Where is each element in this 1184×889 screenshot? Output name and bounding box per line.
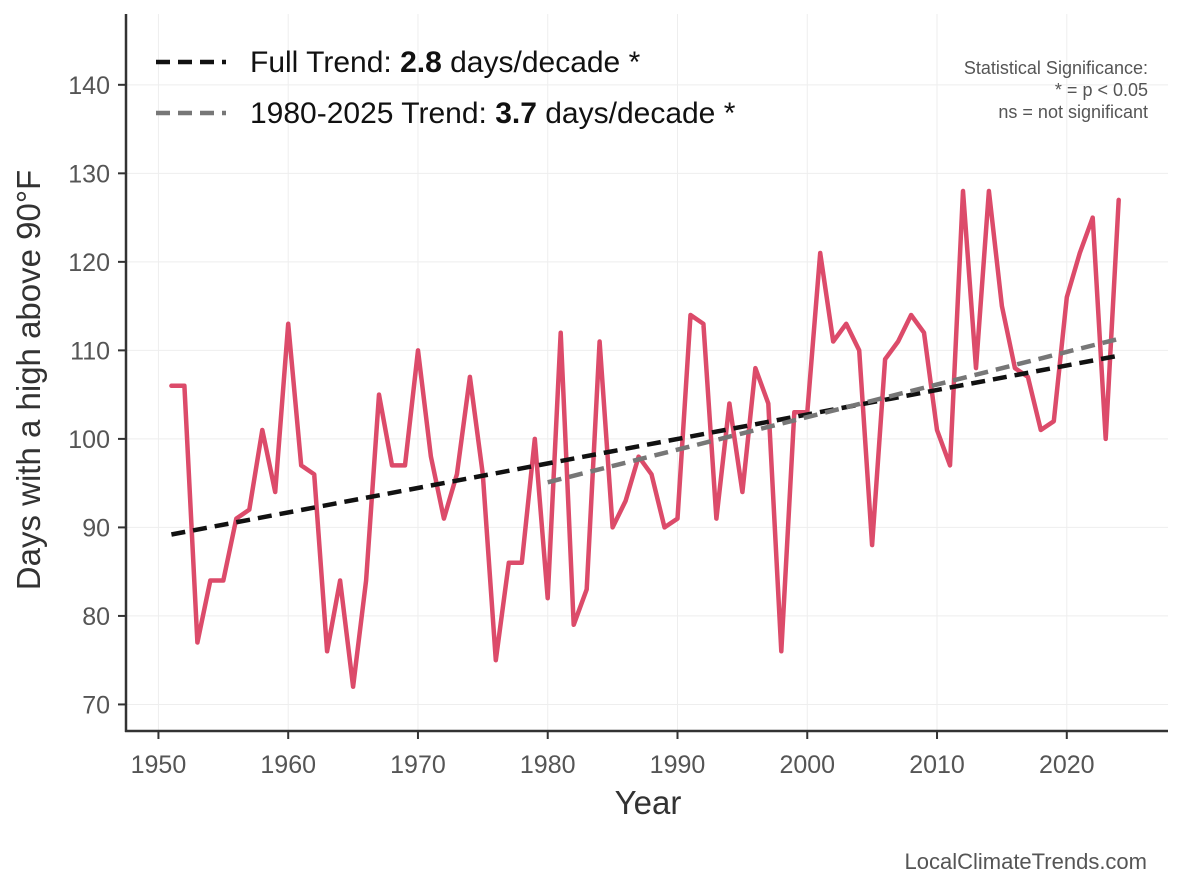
- x-tick-label: 1990: [650, 751, 706, 779]
- y-tick-label: 100: [68, 426, 110, 454]
- x-tick-label: 1960: [260, 751, 316, 779]
- trend-lines: [170, 336, 1120, 537]
- legend: Full Trend: 2.8 days/decade * 1980-2025 …: [156, 46, 736, 130]
- y-tick-label: 120: [68, 249, 110, 277]
- x-tick-label: 1950: [131, 751, 187, 779]
- legend-full-trend-rate: 2.8: [400, 46, 442, 79]
- x-tick-label: 2010: [909, 751, 965, 779]
- significance-line-2: ns = not significant: [998, 102, 1148, 122]
- y-tick-label: 80: [82, 603, 110, 631]
- gridlines: [126, 14, 1168, 731]
- legend-recent-trend-label: 1980-2025 Trend: 3.7 days/decade *: [250, 97, 736, 130]
- significance-line-1: * = p < 0.05: [1055, 80, 1148, 100]
- y-tick-label: 70: [82, 691, 110, 719]
- legend-full-trend-label: Full Trend: 2.8 days/decade *: [250, 46, 641, 79]
- x-tick-label: 1980: [520, 751, 576, 779]
- y-axis-title: Days with a high above 90°F: [10, 170, 47, 590]
- data-series: [169, 188, 1121, 689]
- significance-note: Statistical Significance: * = p < 0.05 n…: [964, 58, 1148, 122]
- full-trend-line: [170, 353, 1120, 537]
- x-tick-label: 1970: [390, 751, 446, 779]
- legend-recent-trend-rate: 3.7: [495, 97, 537, 130]
- axes: [124, 14, 1168, 733]
- y-tick-label: 130: [68, 160, 110, 188]
- source-credit: LocalClimateTrends.com: [905, 849, 1148, 874]
- x-axis-ticks: 1950 1960 1970 1980 1990 2000 2010 2020: [131, 731, 1095, 779]
- y-axis-ticks: 70 80 90 100 110 120 130 140: [68, 72, 126, 719]
- x-tick-label: 2000: [779, 751, 835, 779]
- significance-title: Statistical Significance:: [964, 58, 1148, 78]
- x-axis-title: Year: [615, 784, 682, 821]
- y-tick-label: 110: [70, 337, 110, 365]
- y-tick-label: 140: [68, 72, 110, 100]
- recent-trend-line: [547, 336, 1120, 485]
- y-tick-label: 90: [82, 514, 110, 542]
- series-line: [169, 188, 1121, 689]
- x-tick-label: 2020: [1039, 751, 1095, 779]
